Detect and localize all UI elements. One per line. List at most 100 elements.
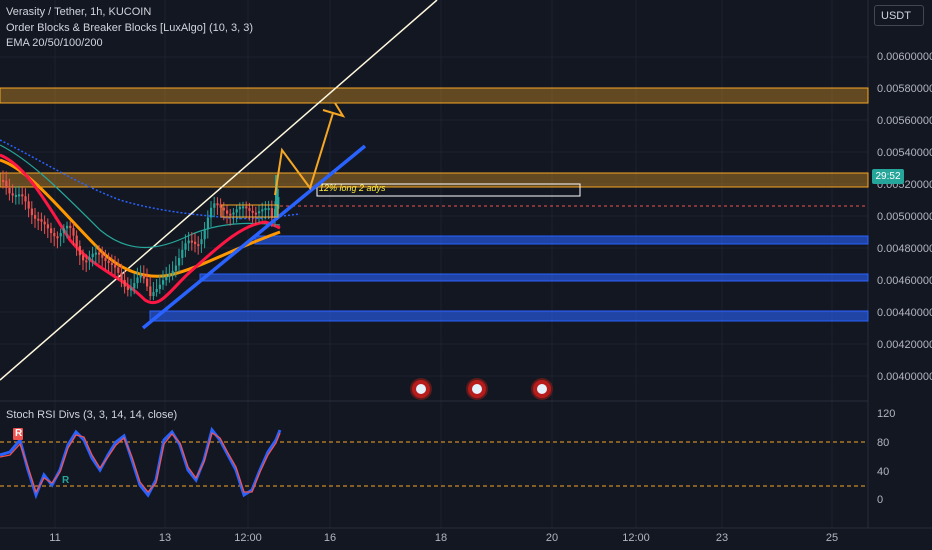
price-label: 0.00480000 [877,243,932,255]
candle-body [78,245,81,256]
projection-path[interactable] [274,112,334,196]
grid [0,0,868,528]
time-label: 20 [545,532,559,544]
candle-body [43,221,46,225]
ema-50-line [0,158,281,278]
candle-body [72,228,75,236]
price-label: 0.00560000 [877,115,932,127]
price-label: 0.00400000 [877,371,932,383]
candle-body [181,249,184,259]
candle-body [59,233,62,237]
candle-body [2,180,5,182]
candle-body [171,270,174,275]
candle-body [168,274,171,277]
candles[interactable] [2,170,280,301]
breaker-block-2[interactable] [199,273,869,282]
osc-label: 40 [877,466,890,478]
time-label: 23 [715,532,729,544]
bar-countdown: 29:52 [872,169,904,184]
us-flag-icon[interactable] [412,380,430,398]
indicator-ema[interactable]: EMA 20/50/100/200 [6,37,103,49]
candle-body [37,218,40,221]
candle-body [203,229,206,240]
price-label: 0.00500000 [877,211,932,223]
us-flag-icon[interactable] [533,380,551,398]
candle-body-last [275,175,278,220]
candle-body [222,207,225,211]
regular-bearish-div-label: R [15,428,23,439]
osc-label: 120 [877,408,896,420]
candle-body [251,210,254,213]
consolidation-box[interactable] [221,204,279,218]
candle-body [24,196,27,202]
candle-body [139,275,142,278]
candle-body [210,207,213,218]
candle-body [126,286,129,290]
candle-body [162,280,165,285]
candle-body [213,203,216,208]
candle-body [184,243,187,250]
time-label: 12:00 [622,532,650,544]
time-label: 25 [825,532,839,544]
candle-body [21,194,24,197]
time-label: 13 [158,532,172,544]
candle-body [46,224,49,229]
bearish-order-block-upper[interactable] [0,87,869,104]
candle-body [66,225,69,229]
indicator-stoch-rsi[interactable]: Stoch RSI Divs (3, 3, 14, 14, close) [6,409,178,421]
candle-body [107,260,110,263]
candle-body [142,275,145,279]
stoch-d-line [0,431,281,494]
price-label: 0.00460000 [877,275,932,287]
candle-body [174,265,177,271]
candle-body [146,278,149,287]
candle-body [30,208,33,216]
candle-body [149,286,152,297]
candle-body [101,254,104,258]
candle-body [18,194,21,197]
candle-body [136,277,139,284]
candle-body [219,204,222,208]
time-label: 16 [323,532,337,544]
trend-line-white[interactable] [0,0,438,381]
candle-body [226,210,229,214]
us-flag-icon[interactable] [468,380,486,398]
candle-body [88,257,91,261]
indicator-order-blocks[interactable]: Order Blocks & Breaker Blocks [LuxAlgo] … [6,22,253,34]
annotation-text[interactable]: 12% long 2 adys [319,183,386,193]
candle-body [258,211,261,214]
currency-selector[interactable]: USDT [874,5,924,26]
candle-body [232,212,235,215]
candle-body [120,272,123,281]
candle-body [114,264,117,268]
price-label: 0.00420000 [877,339,932,351]
candle-body [194,241,197,245]
price-label: 0.00580000 [877,83,932,95]
chart-title[interactable]: Verasity / Tether, 1h, KUCOIN [6,6,152,18]
candle-body [152,292,155,297]
breaker-block-1[interactable] [254,235,869,245]
annotation-box[interactable] [316,183,581,197]
candle-body [261,209,264,212]
candle-body [8,187,11,194]
candle-body [85,260,88,263]
projection-arrow-head [322,102,346,118]
breaker-block-3[interactable] [149,310,869,322]
trend-line-support[interactable] [141,144,367,330]
stoch-k-line [0,426,282,500]
candle-body [40,219,43,222]
candle-body [94,252,97,255]
candle-body [242,206,245,209]
candle-body [187,240,190,244]
candle-body [69,225,72,229]
candle-body [165,276,168,281]
bearish-order-block-lower[interactable] [0,172,869,188]
candle-body [277,197,280,209]
price-label: 0.00440000 [877,307,932,319]
candle-body [133,283,136,289]
price-label: 0.00540000 [877,147,932,159]
candle-body [50,228,53,234]
candle-body [235,209,238,213]
candle-body [123,280,126,287]
